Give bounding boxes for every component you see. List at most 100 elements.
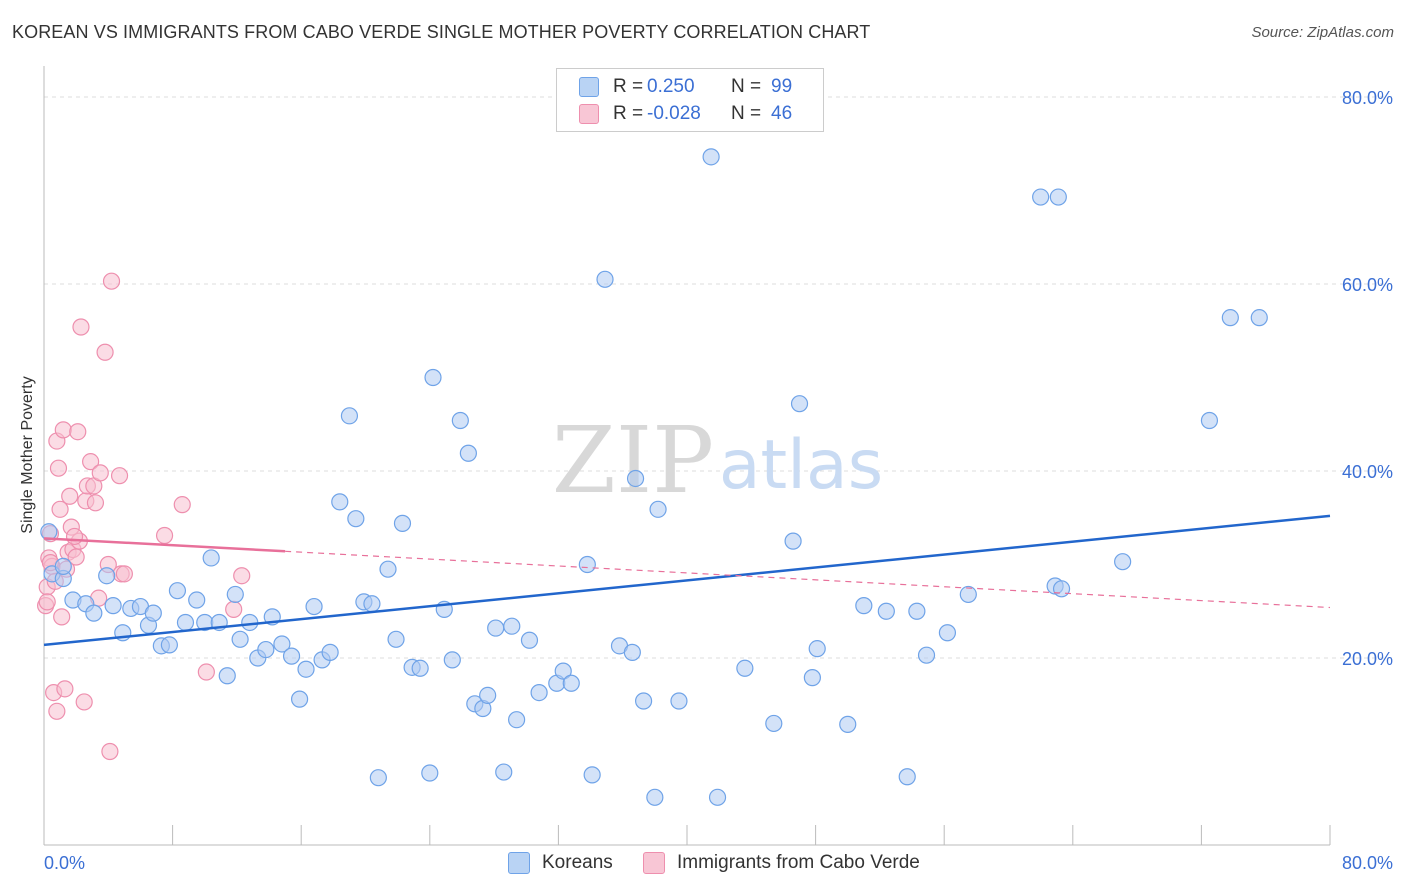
legend-row-cabo-verde: R = -0.028 N = 46 [579,101,792,127]
korean-point [379,560,397,578]
cabo-verde-point [82,453,100,471]
cabo-verde-legend-label: Immigrants from Cabo Verde [677,852,920,873]
korean-point [898,768,916,786]
cabo-verde-point [115,565,133,583]
cabo-verde-point [155,526,174,545]
korean-point [451,411,469,430]
korean-point [1250,309,1268,327]
cabo-verde-point [48,702,66,720]
korean-point [708,788,727,806]
korean-point [160,636,178,654]
chart-title: KOREAN VS IMMIGRANTS FROM CABO VERDE SIN… [12,22,871,42]
r-label: R = [613,103,644,124]
korean-point [273,635,291,653]
korean-point [578,555,596,574]
korean-point [1114,553,1132,571]
cabo-verde-point [86,494,105,512]
watermark: ZIP atlas [552,407,883,514]
legend-item-koreans: Koreans [508,852,613,874]
cabo-verde-point [53,608,71,626]
series-koreans-points [40,148,1268,806]
n-label: N = [731,76,762,97]
korean-point [623,643,641,661]
korean-point [459,444,477,462]
cabo-verde-point [61,487,79,505]
cabo-verde-point [110,467,129,485]
gridlines [44,96,1392,659]
axes [43,66,1331,846]
y-tick-label: 80.0% [1342,88,1393,108]
cabo-verde-point [233,567,251,585]
korean-point [670,692,688,710]
korean-point [347,510,365,528]
cabo-verde-point [101,742,119,761]
korean-point [649,500,667,518]
korean-point [487,619,505,637]
legend-item-cabo-verde: Immigrants from Cabo Verde [643,852,920,874]
korean-point [331,493,349,511]
cabo-verde-point [51,500,69,518]
korean-point [1032,188,1050,206]
koreans-swatch [579,77,599,97]
cabo-verde-point [102,272,121,290]
korean-point [387,630,405,648]
korean-point [554,662,572,680]
korean-point [784,532,802,550]
korean-point [646,788,664,806]
x-tick-label-start: 0.0% [44,853,85,873]
korean-point [226,585,244,604]
cabo-verde-point [91,464,109,482]
cabo-verde-point [69,423,87,441]
korean-point [634,692,653,710]
cabo-verde-point [96,343,114,361]
korean-point [959,585,977,604]
cabo-verde-point [75,693,93,711]
korean-point [908,602,926,620]
korean-point [104,597,122,615]
korean-point [188,591,206,609]
koreans-trend-line [43,514,1331,647]
koreans-legend-label: Koreans [542,852,613,873]
cabo-verde-point [65,527,84,546]
korean-point [520,631,539,649]
cabo-verde-point [72,318,90,336]
korean-point [626,469,645,488]
cabo-verde-point [54,421,72,439]
series-cabo-verde-points [37,272,251,761]
cabo-verde-point [56,680,74,698]
korean-point [917,646,936,664]
korean-point [85,604,103,622]
korean-point [877,602,895,620]
korean-point [495,763,513,781]
korean-point [297,660,315,678]
cabo-verde-point [49,459,68,477]
korean-point [839,715,857,733]
x-tick-label-end: 80.0% [1342,853,1393,873]
korean-point [363,595,381,613]
n-value: 99 [771,76,793,97]
korean-point [144,604,162,622]
y-tick-label: 40.0% [1342,462,1393,482]
korean-point [530,683,548,702]
korean-point [369,769,387,787]
korean-point [790,395,809,413]
n-label: N = [731,103,762,124]
korean-point [443,651,461,669]
legend-row-koreans: R = 0.250 N = 99 [579,74,792,100]
r-value: 0.250 [647,76,695,97]
source-label: Source: ZipAtlas.com [1251,24,1394,41]
korean-point [1049,188,1067,206]
korean-point [421,764,439,782]
korean-point [855,597,873,615]
korean-point [765,714,783,733]
watermark-atlas: atlas [719,426,883,505]
korean-point [596,270,614,288]
korean-point [290,690,309,708]
korean-point [938,624,957,642]
r-value: -0.028 [647,103,701,124]
korean-point [218,667,236,685]
tick-labels: 20.0% 40.0% 60.0% 80.0% 0.0% 80.0% [44,88,1393,873]
korean-point [508,711,526,729]
korean-point [98,567,116,585]
correlation-legend: R = 0.250 N = 99 R = -0.028 N = 46 [556,68,824,132]
